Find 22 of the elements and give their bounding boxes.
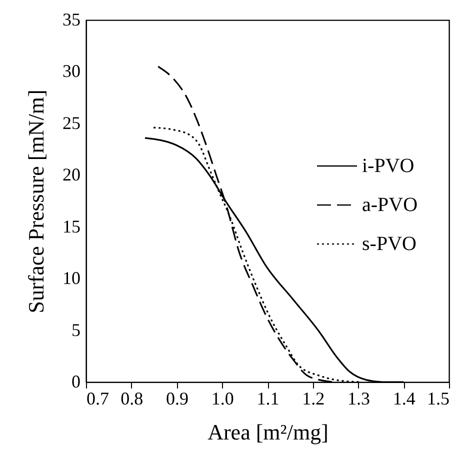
x-tick-label: 1.2 <box>302 388 325 408</box>
x-tick-label: 0.8 <box>120 388 144 408</box>
y-tick-label: 0 <box>72 372 80 392</box>
y-tick-label: 30 <box>62 61 80 82</box>
x-tick-label: 1.5 <box>427 388 450 408</box>
x-tick-label: 1.1 <box>256 388 280 408</box>
legend-label: s-PVO <box>362 233 416 255</box>
y-tick-label: 35 <box>62 10 80 30</box>
y-axis-title: Surface Pressure [mN/m] <box>24 90 48 314</box>
legend-label: i-PVO <box>362 155 414 177</box>
x-tick-label: 1.0 <box>211 388 234 408</box>
x-tick-label: 1.3 <box>348 388 370 408</box>
y-tick-label: 20 <box>62 164 80 185</box>
legend-label: a-PVO <box>362 194 418 216</box>
x-axis-title: Area [m²/mg] <box>208 420 328 444</box>
y-tick-label: 10 <box>62 268 80 288</box>
y-tick-label: 15 <box>62 216 80 236</box>
x-tick-label: 0.7 <box>86 388 109 408</box>
y-tick-label: 5 <box>72 320 80 340</box>
x-tick-label: 1.4 <box>392 388 416 408</box>
y-tick-label: 25 <box>62 112 80 133</box>
x-tick-label: 0.9 <box>166 388 188 408</box>
